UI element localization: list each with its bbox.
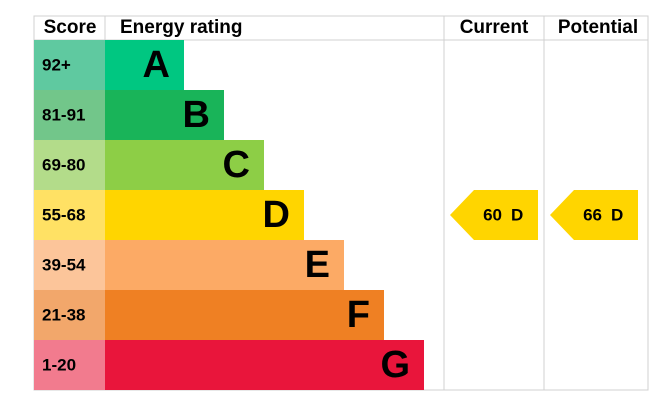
score-label: 81-91 [42, 105, 85, 124]
score-label: 55-68 [42, 205, 85, 224]
header-current: Current [460, 17, 529, 38]
score-label: 21-38 [42, 305, 85, 324]
band-letter: C [223, 144, 250, 186]
band-letter: F [347, 294, 370, 336]
current-band: D [511, 205, 523, 224]
score-cell [34, 240, 105, 290]
score-label: 69-80 [42, 155, 85, 174]
header-potential: Potential [558, 17, 638, 38]
score-cell [34, 190, 105, 240]
score-cell [34, 290, 105, 340]
band-letter: A [143, 44, 170, 86]
current-arrow [450, 190, 538, 240]
header-score: Score [44, 17, 97, 38]
band-letter: E [305, 244, 330, 286]
score-cell [34, 140, 105, 190]
rating-bar [105, 340, 424, 390]
potential-band: D [611, 205, 623, 224]
score-label: 1-20 [42, 355, 76, 374]
rating-bar [105, 290, 384, 340]
rating-bar [105, 40, 184, 90]
header-rating: Energy rating [120, 17, 242, 38]
score-label: 92+ [42, 55, 71, 74]
rating-bar [105, 90, 224, 140]
rating-bar [105, 140, 264, 190]
band-letter: D [263, 194, 290, 236]
potential-arrow [550, 190, 638, 240]
band-letter: G [380, 344, 410, 386]
band-letter: B [183, 94, 210, 136]
score-label: 39-54 [42, 255, 86, 274]
score-cell [34, 40, 105, 90]
score-cell [34, 90, 105, 140]
potential-score: 66 [583, 205, 602, 224]
rating-bar [105, 190, 304, 240]
current-score: 60 [483, 205, 502, 224]
rating-bar [105, 240, 344, 290]
score-cell [34, 340, 105, 390]
